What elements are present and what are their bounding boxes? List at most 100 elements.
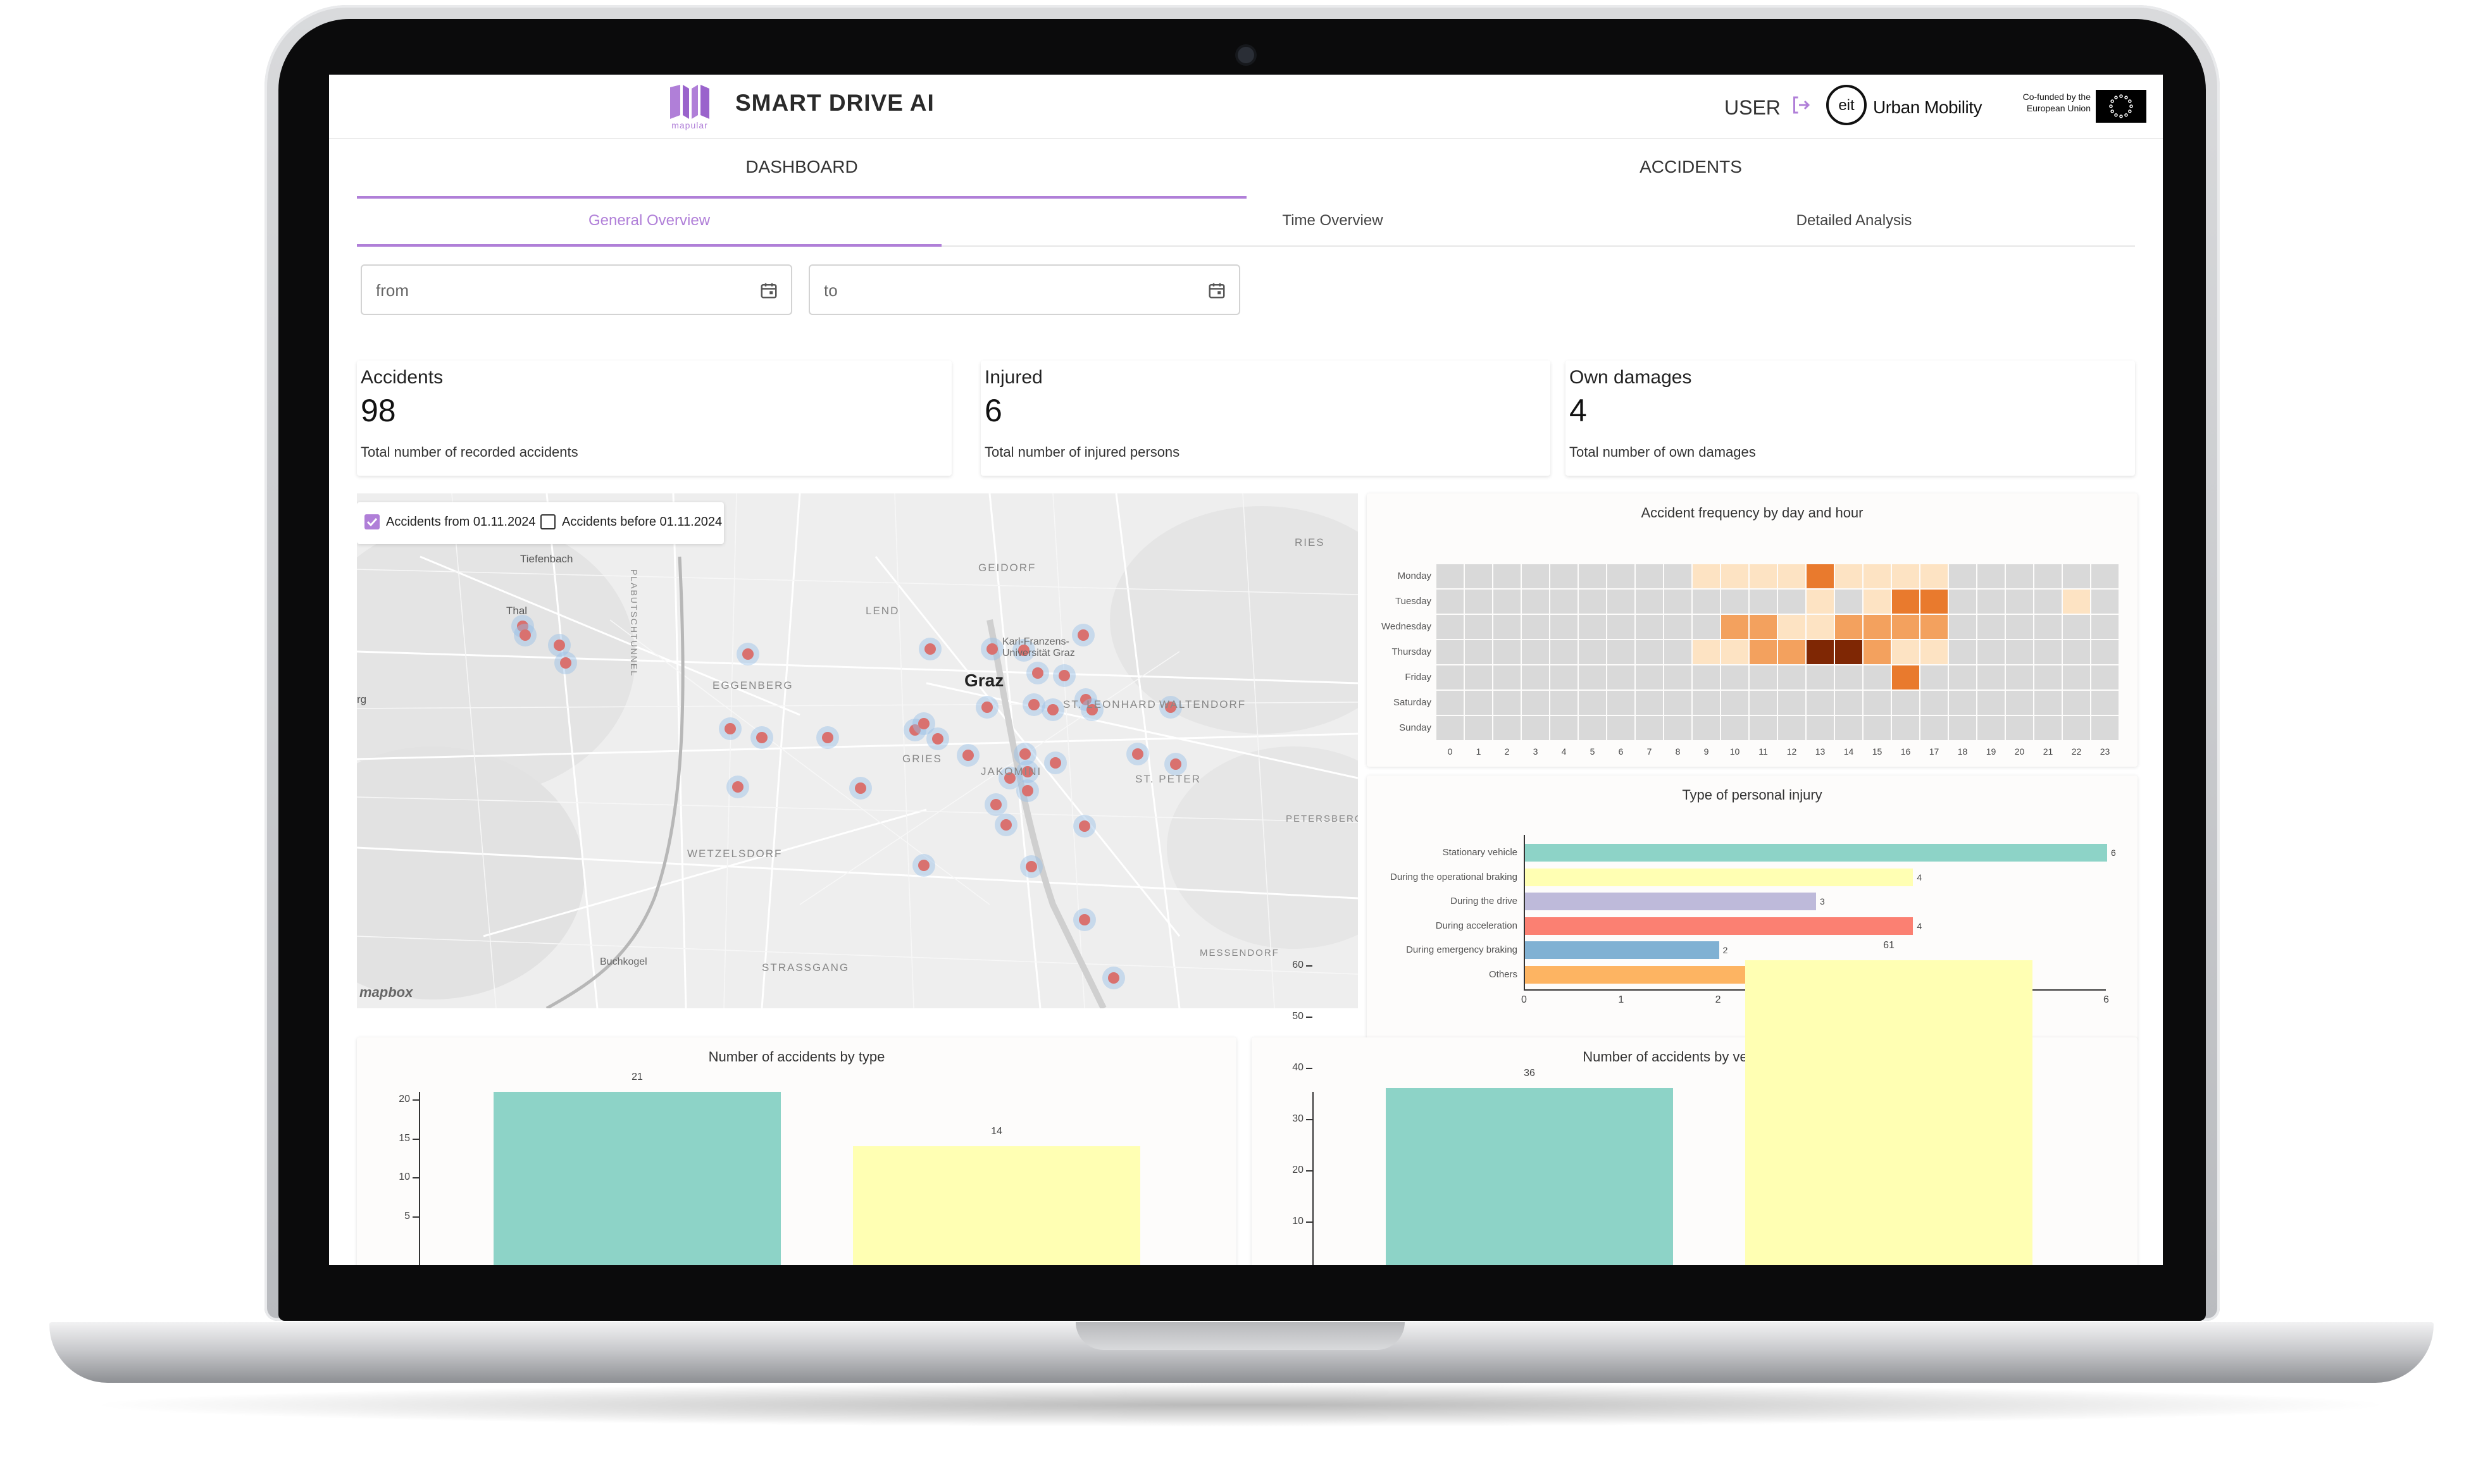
accident-point	[1028, 699, 1040, 710]
checkbox-accidents-from[interactable]	[364, 514, 380, 529]
accident-point	[986, 643, 998, 655]
to-date-field[interactable]	[809, 264, 1240, 315]
from-date-field[interactable]	[361, 264, 792, 315]
bar-value-label: 4	[1917, 920, 1922, 931]
eu-star	[2110, 99, 2114, 103]
x-tick-label: 6	[2103, 994, 2109, 1005]
heatmap-cell	[1493, 640, 1521, 664]
bar-category-label: During emergency braking	[1406, 944, 1517, 955]
accident-map[interactable]: Accidents from 01.11.2024 Accidents befo…	[357, 493, 1358, 1008]
heatmap-cell	[2091, 640, 2119, 664]
y-tick	[413, 1216, 419, 1218]
heatmap-cell	[1636, 665, 1663, 689]
chart-axis-y	[1524, 835, 1525, 989]
accident-point	[1022, 785, 1033, 796]
webcam	[1238, 47, 1254, 63]
heatmap-cell	[1977, 716, 2005, 740]
heatmap-cell	[2006, 615, 2033, 639]
accident-point	[981, 702, 993, 713]
accident-point	[756, 732, 768, 743]
heatmap-cell	[1750, 640, 1777, 664]
heatmap-cell	[1977, 691, 2005, 715]
heatmap-cell	[1550, 691, 1578, 715]
heatmap-cell	[2063, 615, 2090, 639]
heatmap-cell	[1835, 564, 1862, 588]
map-label: MESSENDORF	[1200, 948, 1279, 958]
to-date-input[interactable]	[823, 276, 1169, 305]
calendar-icon[interactable]	[1207, 281, 1226, 300]
heatmap-cell	[1920, 590, 1948, 614]
bar-category-label: Others	[1488, 968, 1517, 980]
heatmap-cell	[1522, 640, 1549, 664]
tab-dashboard[interactable]: DASHBOARD	[357, 142, 1247, 199]
map-label: GRIES	[902, 753, 942, 765]
app-header: mapular SMART DRIVE AI USER eit Urban Mo…	[329, 75, 2163, 139]
heatmap-cell	[1550, 716, 1578, 740]
heatmap-cell	[1949, 590, 1976, 614]
heatmap-cell	[2091, 564, 2119, 588]
heatmap-cell	[1607, 665, 1634, 689]
tab-time-overview[interactable]: Time Overview	[1282, 212, 1383, 229]
y-tick	[1306, 1170, 1312, 1172]
heatmap-cell	[1436, 615, 1464, 639]
accident-point	[918, 860, 930, 871]
calendar-icon[interactable]	[759, 281, 778, 300]
heatmap-cell	[1436, 691, 1464, 715]
accident-point	[1108, 972, 1119, 984]
map-label: LEND	[866, 605, 900, 617]
kpi-own-damages: Own damages 4 Total number of own damage…	[1565, 361, 2135, 476]
heatmap-cell	[2063, 640, 2090, 664]
heatmap-cell	[1636, 564, 1663, 588]
heatmap-cell	[1664, 640, 1691, 664]
heatmap-cell	[1807, 640, 1834, 664]
checkbox-accidents-before-label[interactable]: Accidents before 01.11.2024	[562, 515, 723, 529]
accident-point	[918, 718, 930, 729]
heatmap-hour-label: 2	[1504, 746, 1510, 757]
heatmap-cell	[2091, 716, 2119, 740]
heatmap-cell	[1493, 615, 1521, 639]
map-label: Tiefenbach	[520, 553, 573, 565]
heatmap-cell	[1579, 615, 1606, 639]
heatmap-hour-label: 7	[1646, 746, 1652, 757]
chart-axis-y	[419, 1092, 420, 1265]
y-tick	[1306, 1119, 1312, 1120]
heatmap-cell	[1721, 615, 1748, 639]
map-period-filter: Accidents from 01.11.2024 Accidents befo…	[357, 502, 724, 544]
tab-detailed-analysis[interactable]: Detailed Analysis	[1796, 212, 1912, 229]
heatmap-cell	[1579, 716, 1606, 740]
heatmap-cell	[2063, 691, 2090, 715]
heatmap-cell	[1778, 640, 1805, 664]
heatmap-cell	[1892, 665, 1919, 689]
accident-point	[1004, 772, 1016, 784]
accident-point	[1170, 758, 1181, 770]
heatmap-cell	[1892, 564, 1919, 588]
user-menu[interactable]: USER	[1724, 96, 1781, 119]
map-label: ST. PETER	[1135, 773, 1201, 785]
eu-star	[2114, 96, 2118, 99]
kpi-value: 6	[985, 393, 1002, 428]
checkbox-accidents-from-label[interactable]: Accidents from 01.11.2024	[386, 515, 536, 529]
mapbox-attribution[interactable]: mapbox	[359, 984, 413, 1000]
heatmap-cell	[1807, 615, 1834, 639]
logout-icon[interactable]	[1789, 94, 1812, 116]
y-tick-label: 50	[1292, 1011, 1304, 1022]
from-date-input[interactable]	[375, 276, 721, 305]
bar-value-label: 4	[1917, 872, 1922, 882]
accident-point	[1079, 914, 1090, 925]
tab-accidents[interactable]: ACCIDENTS	[1640, 157, 1742, 176]
heatmap-row-label: Monday	[1397, 571, 1431, 581]
heatmap-cell	[1636, 615, 1663, 639]
heatmap-cell	[1693, 665, 1720, 689]
kpi-description: Total number of own damages	[1569, 444, 1756, 460]
tab-general-overview[interactable]: General Overview	[357, 197, 942, 247]
heatmap-hour-label: 19	[1986, 746, 1996, 757]
heatmap-cell	[2091, 665, 2119, 689]
heatmap-hour-label: 11	[1758, 746, 1768, 757]
checkbox-accidents-before[interactable]	[540, 514, 556, 529]
heatmap-cell	[1807, 716, 1834, 740]
map-label: Buchkogel	[600, 956, 647, 967]
y-tick-label: 20	[1292, 1165, 1304, 1175]
heatmap-cell	[2006, 590, 2033, 614]
heatmap-cell	[1465, 564, 1492, 588]
chart-bar	[494, 1091, 781, 1265]
